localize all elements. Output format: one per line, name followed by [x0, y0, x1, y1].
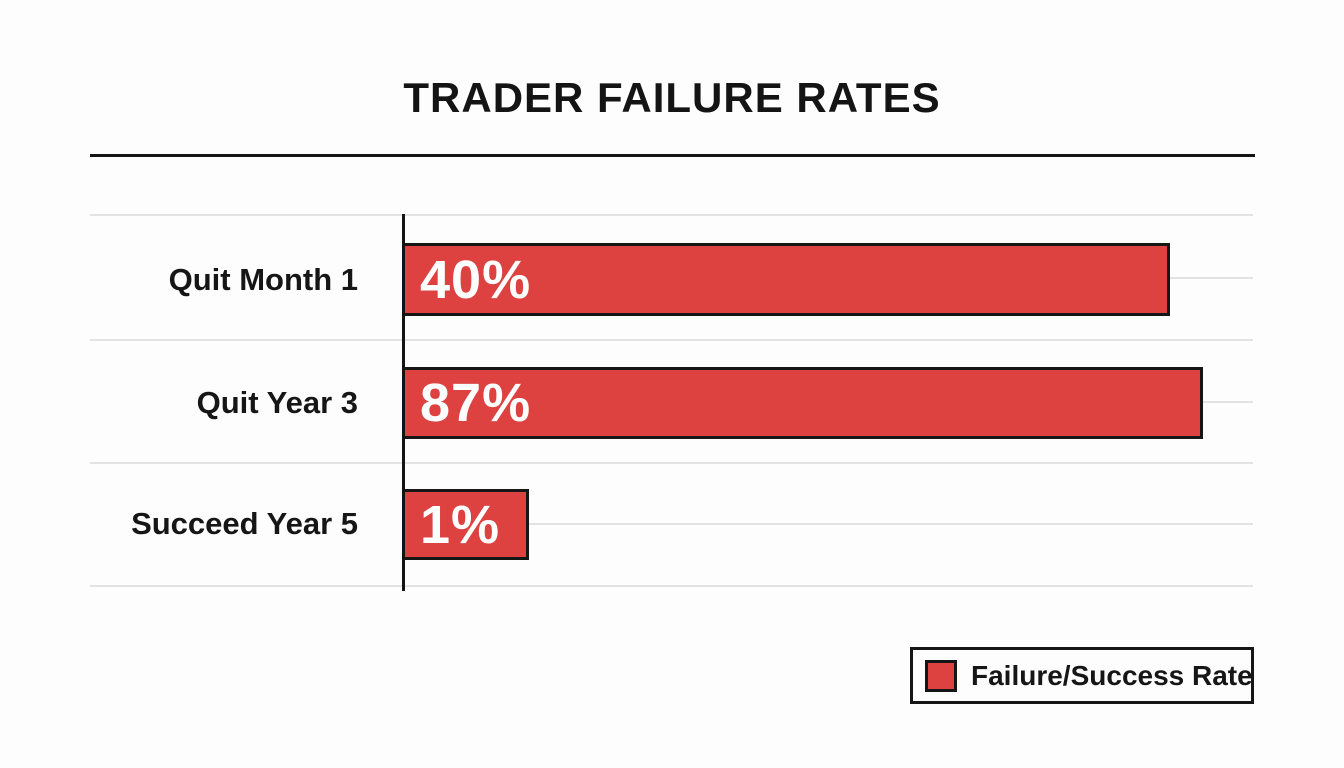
- gridline-boundary-2: [90, 339, 1253, 341]
- bar-value-label: 40%: [420, 249, 532, 310]
- category-label-quit-year-3: Quit Year 3: [196, 385, 358, 420]
- category-label-quit-month-1: Quit Month 1: [168, 262, 358, 297]
- chart-title: TRADER FAILURE RATES: [403, 74, 941, 121]
- bar-value-label: 1%: [420, 494, 501, 555]
- gridline-boundary-4: [90, 585, 1253, 587]
- gridline-center-3: [403, 523, 1253, 525]
- bar-value-label: 87%: [420, 373, 532, 433]
- legend-label: Failure/Success Rate: [971, 659, 1253, 691]
- legend-swatch: [925, 659, 957, 692]
- gridline-boundary-3: [90, 462, 1253, 464]
- title-divider: [90, 154, 1255, 157]
- bar-quit-month-1: 40%: [402, 243, 1170, 316]
- gridline-boundary-1: [90, 214, 1253, 216]
- bar-succeed-year-5: 1%: [402, 489, 529, 560]
- bar-quit-year-3: 87%: [402, 367, 1203, 439]
- legend: Failure/Success Rate: [910, 647, 1254, 704]
- category-label-succeed-year-5: Succeed Year 5: [131, 506, 358, 541]
- y-axis-line: [402, 214, 405, 591]
